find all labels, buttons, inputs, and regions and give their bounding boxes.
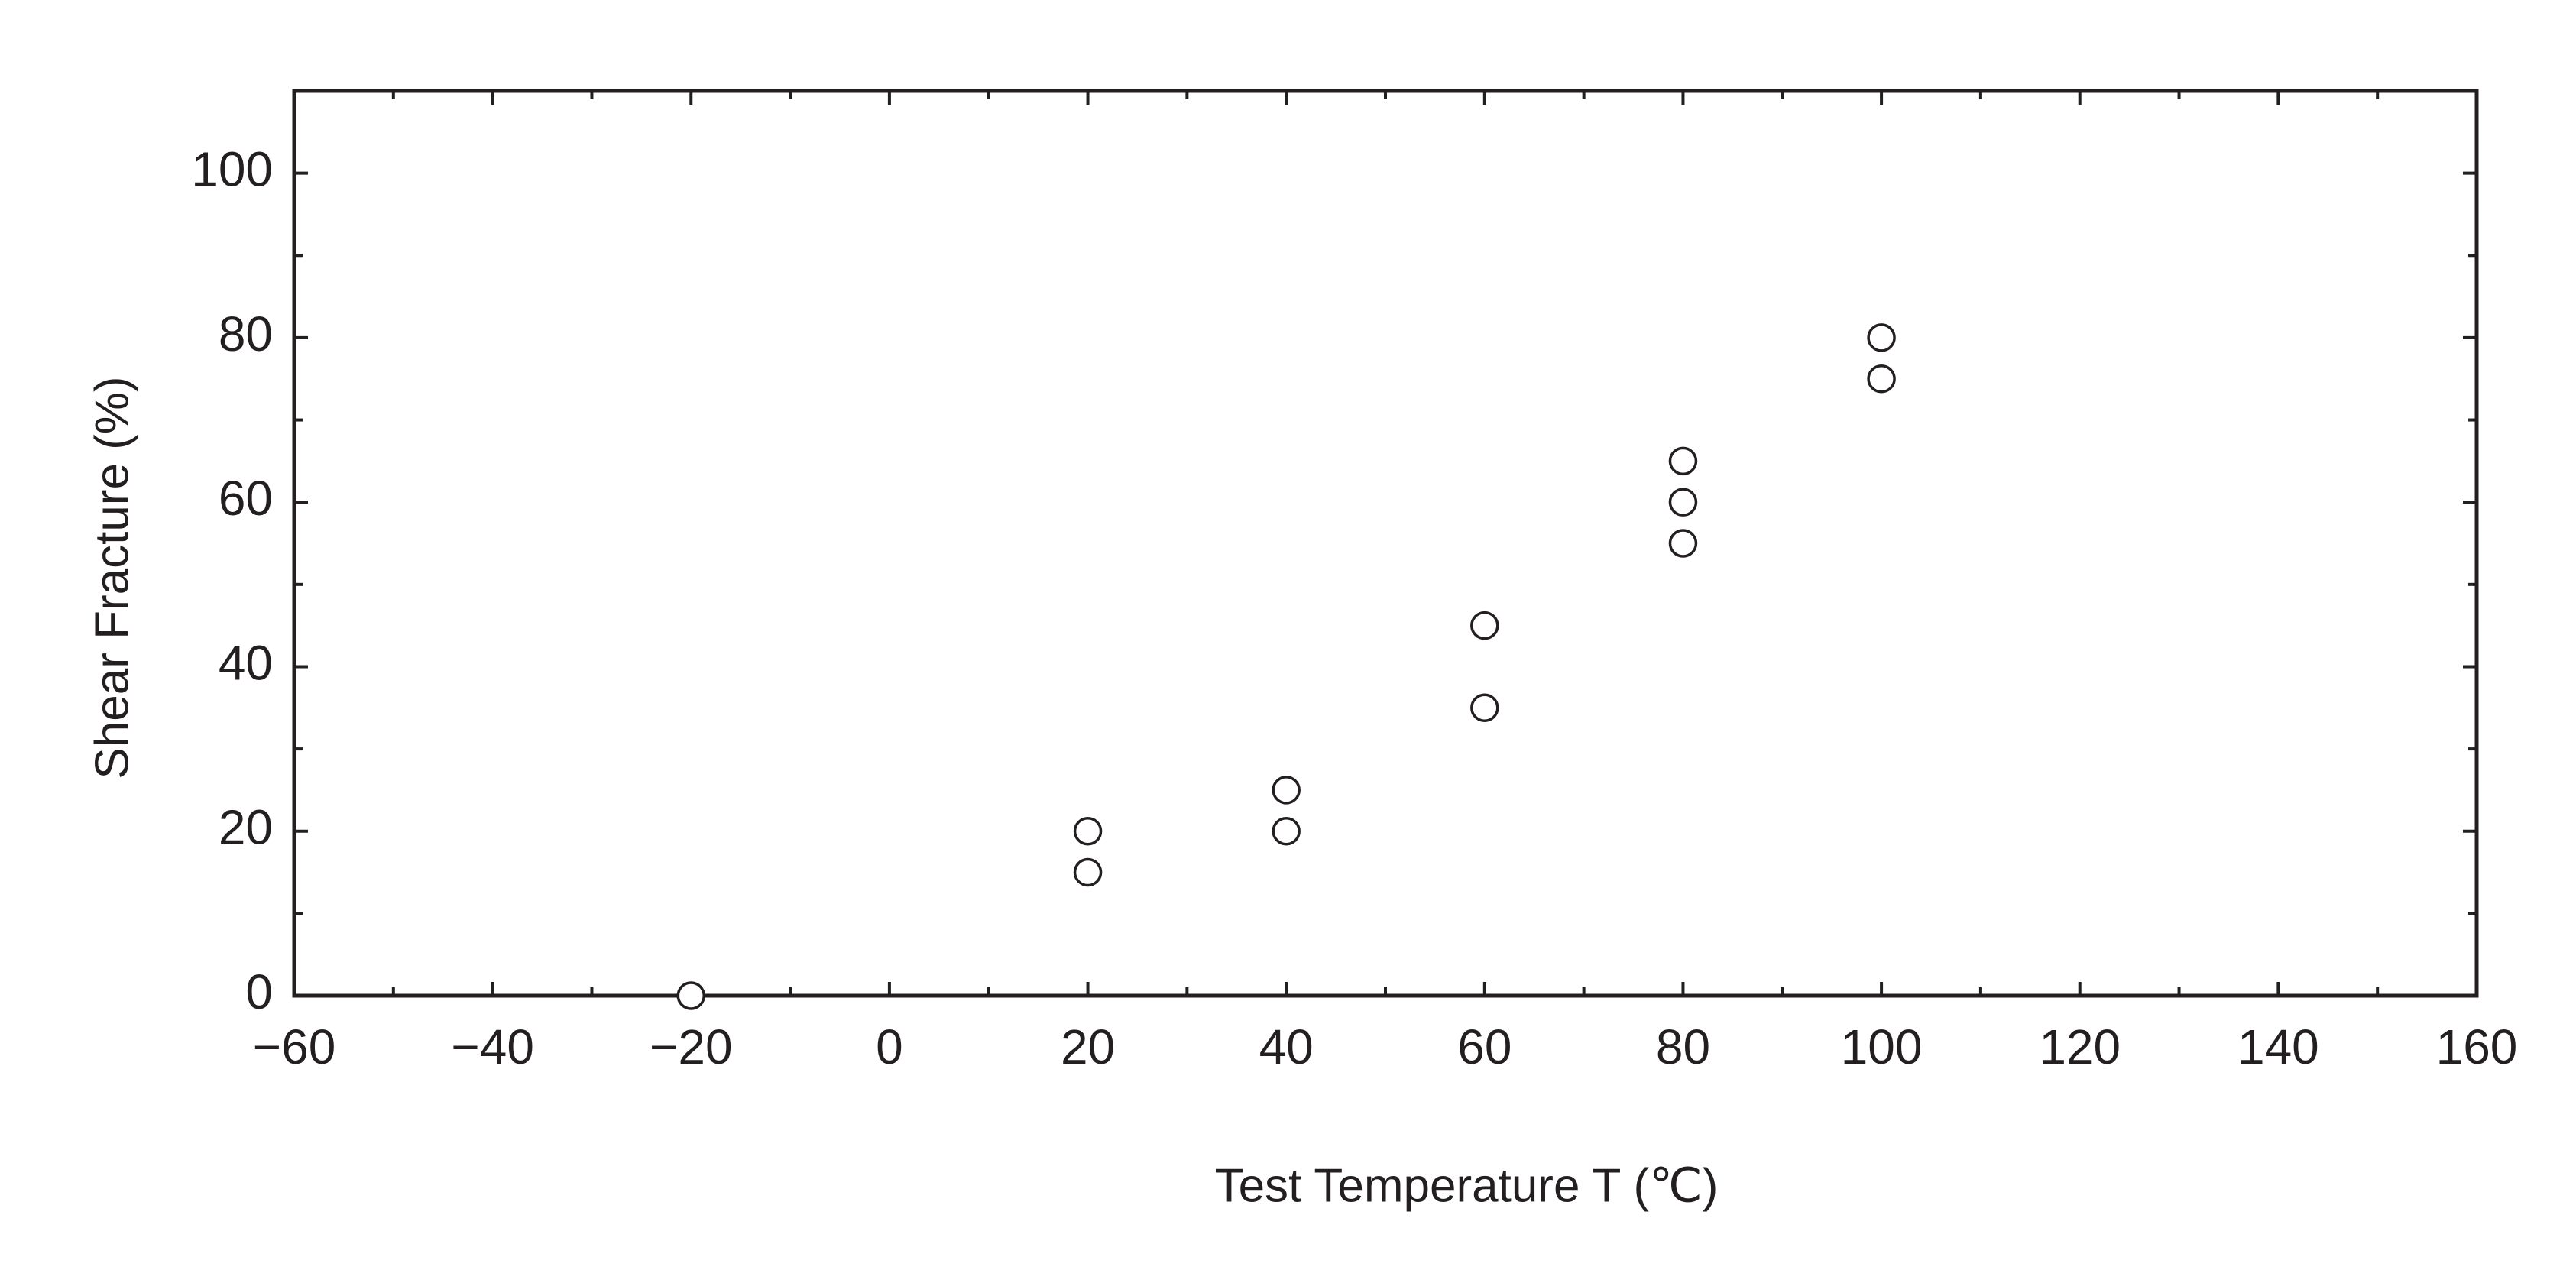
y-tick-label: 60 — [219, 471, 273, 526]
point — [1073, 816, 1103, 846]
point — [1470, 611, 1499, 640]
x-tick-label: −40 — [451, 1019, 534, 1074]
y-tick-label: 100 — [191, 142, 273, 197]
point — [1867, 364, 1896, 394]
y-tick-label: 0 — [245, 964, 273, 1019]
y-axis-title: Shear Fracture (%) — [86, 376, 138, 779]
x-tick-label: 20 — [1061, 1019, 1115, 1074]
point — [1272, 816, 1301, 846]
x-tick-label: 140 — [2237, 1019, 2319, 1074]
plot-frame — [292, 89, 2479, 998]
point — [1073, 857, 1103, 887]
point — [1668, 488, 1698, 517]
point — [1867, 323, 1896, 352]
y-tick-label: 20 — [219, 800, 273, 855]
x-tick-label: 80 — [1656, 1019, 1710, 1074]
x-tick-label: 0 — [876, 1019, 903, 1074]
point — [676, 981, 706, 1010]
x-tick-label: 120 — [2039, 1019, 2121, 1074]
point — [1668, 446, 1698, 476]
point — [1668, 529, 1698, 558]
x-tick-label: 160 — [2436, 1019, 2518, 1074]
x-tick-label: 40 — [1259, 1019, 1314, 1074]
x-tick-label: 60 — [1457, 1019, 1512, 1074]
point — [1470, 693, 1499, 723]
x-axis-title: Test Temperature T (℃) — [1215, 1159, 1719, 1212]
x-tick-label: −20 — [650, 1019, 733, 1074]
x-tick-label: −60 — [253, 1019, 336, 1074]
point — [1272, 776, 1301, 805]
y-tick-label: 80 — [219, 306, 273, 361]
x-tick-label: 100 — [1841, 1019, 1923, 1074]
y-tick-label: 40 — [219, 635, 273, 690]
